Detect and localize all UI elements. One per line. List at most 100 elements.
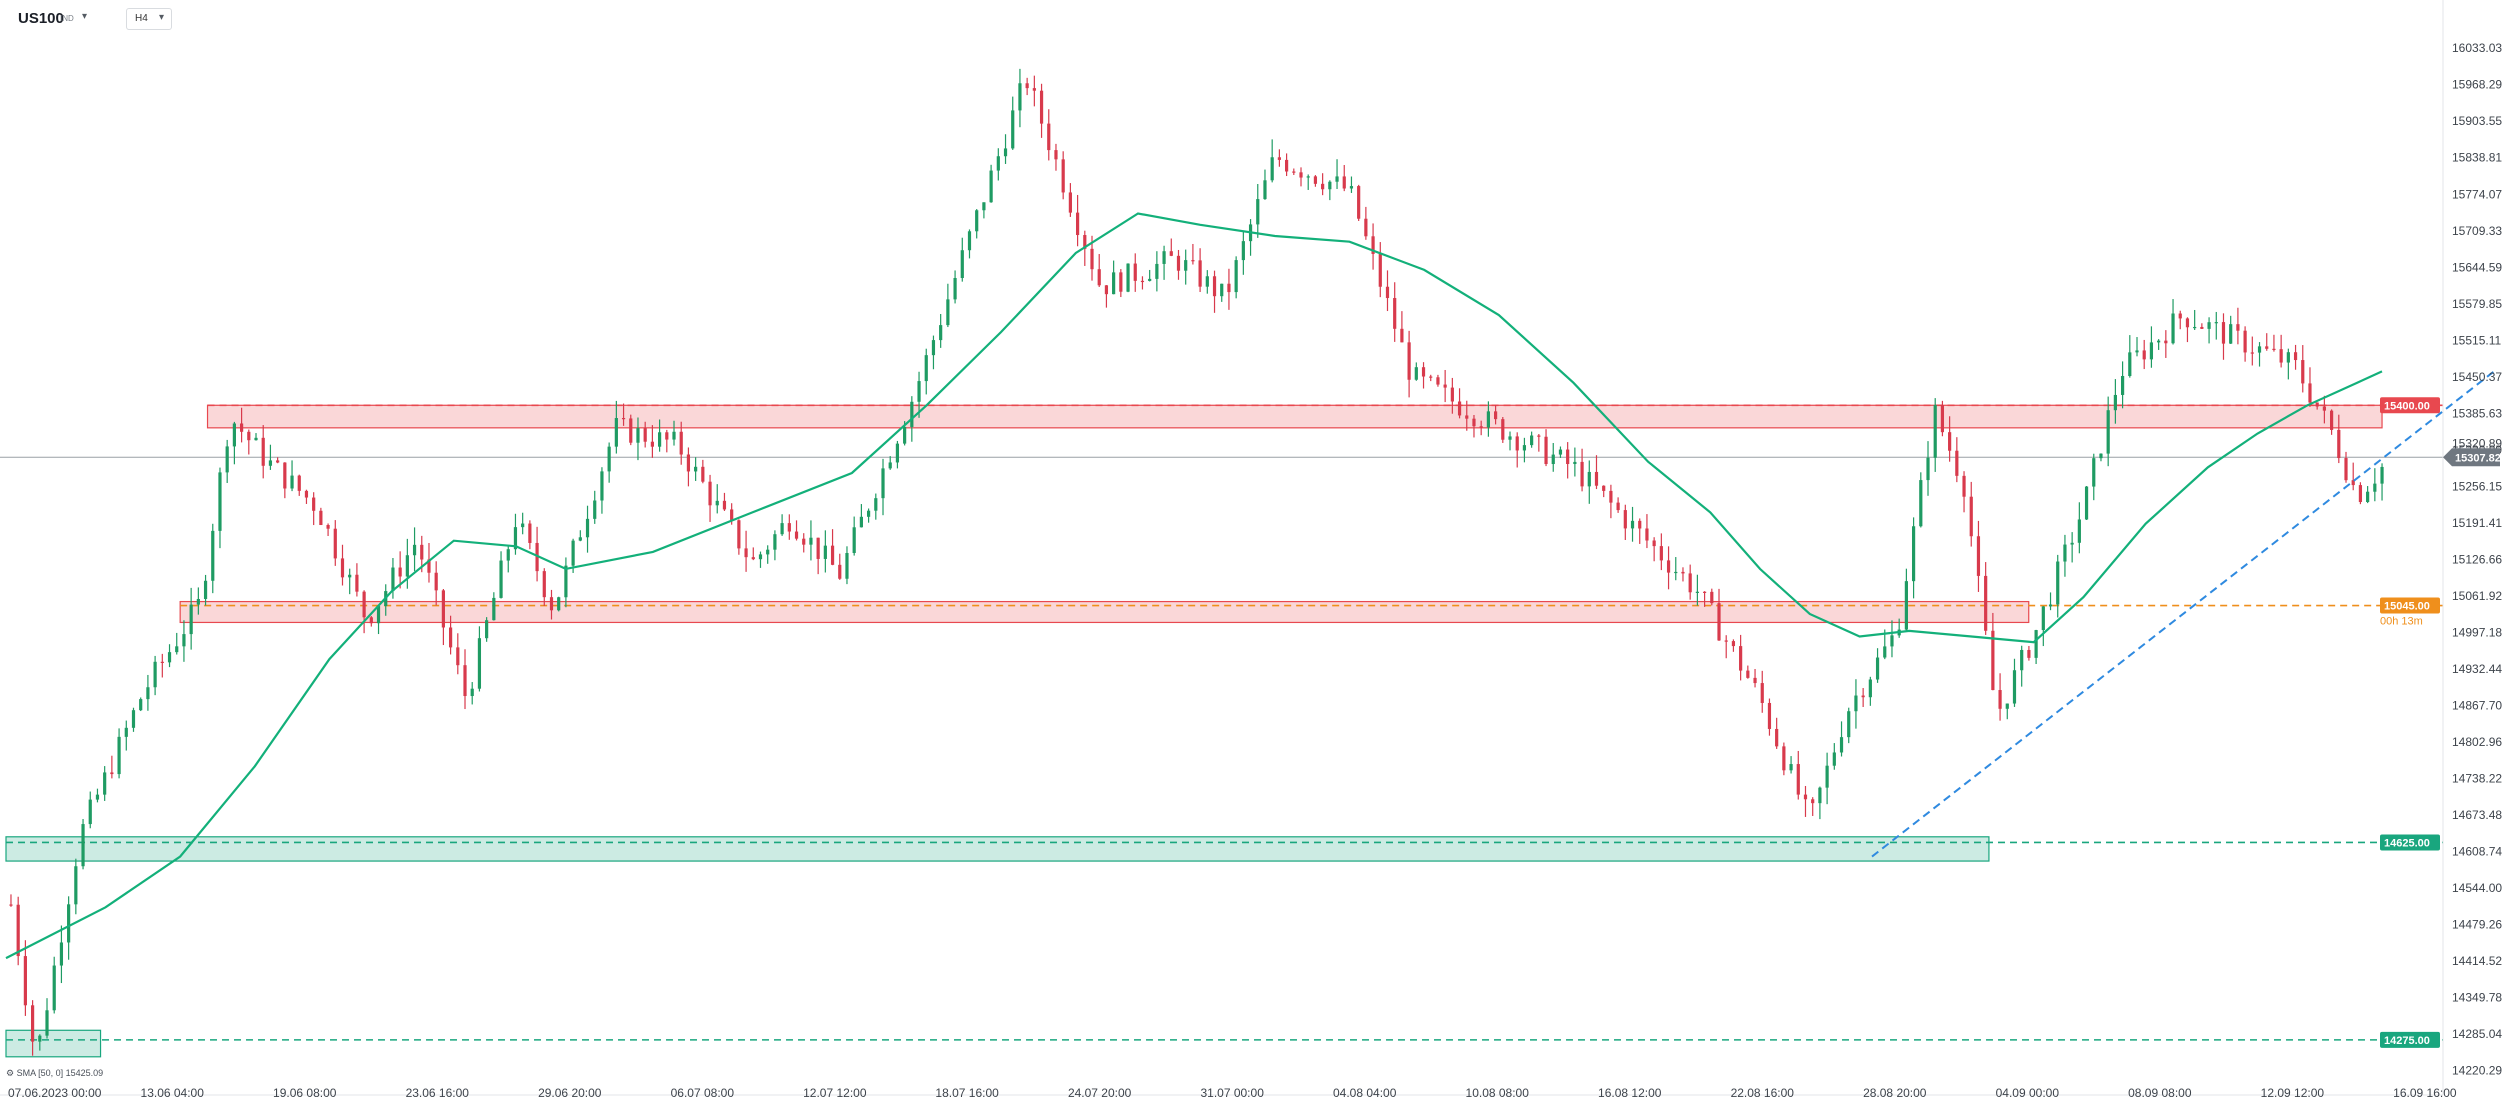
candle-body bbox=[1638, 520, 1642, 529]
candle-body bbox=[852, 527, 856, 553]
candle-body bbox=[794, 531, 799, 539]
y-tick-label: 15061.92 bbox=[2452, 589, 2502, 603]
candle-body bbox=[1825, 765, 1829, 788]
candle-body bbox=[88, 799, 92, 825]
candle-body bbox=[1148, 278, 1152, 281]
candle-body bbox=[2337, 429, 2341, 459]
candle-body bbox=[9, 904, 13, 906]
candle-body bbox=[506, 549, 510, 561]
candle-body bbox=[16, 904, 20, 957]
candle-body bbox=[2366, 491, 2370, 503]
x-tick-label: 19.06 08:00 bbox=[273, 1086, 337, 1100]
y-tick-label: 14608.74 bbox=[2452, 845, 2502, 859]
y-tick-label: 14802.96 bbox=[2452, 735, 2502, 749]
bar-countdown: 00h 13m bbox=[2380, 616, 2423, 628]
candle-body bbox=[866, 510, 871, 517]
candle-body bbox=[276, 460, 280, 463]
candle-body bbox=[1140, 280, 1145, 283]
x-tick-label: 29.06 20:00 bbox=[538, 1086, 602, 1100]
candle-body bbox=[1018, 83, 1022, 111]
y-tick-label: 14220.29 bbox=[2452, 1064, 2502, 1078]
candle-body bbox=[470, 688, 474, 697]
candle-body bbox=[456, 647, 460, 666]
candle-body bbox=[2243, 330, 2247, 353]
candle-body bbox=[2293, 352, 2298, 361]
candle-body bbox=[1263, 180, 1267, 200]
candle-body bbox=[1465, 415, 1469, 419]
candle-body bbox=[737, 520, 741, 549]
candle-body bbox=[787, 523, 791, 532]
current-price-label: 15307.82 bbox=[2455, 452, 2501, 464]
candle-body bbox=[2020, 649, 2024, 671]
candle-body bbox=[802, 538, 806, 545]
candle-body bbox=[1112, 272, 1116, 295]
x-tick-label: 18.07 16:00 bbox=[935, 1086, 999, 1100]
candle-body bbox=[2221, 322, 2226, 344]
x-tick-label: 22.08 16:00 bbox=[1731, 1086, 1795, 1100]
y-tick-label: 16033.03 bbox=[2452, 41, 2502, 55]
chevron-down-icon: ▾ bbox=[159, 12, 165, 23]
indicator-settings-icon[interactable]: ⚙ bbox=[6, 1068, 15, 1078]
candle-body bbox=[369, 617, 373, 624]
candle-body bbox=[103, 772, 107, 795]
indicator-legend[interactable]: ⚙ SMA [50, 0] 15425.09 bbox=[6, 1068, 103, 1079]
candle-body bbox=[59, 942, 64, 966]
candle-body bbox=[485, 620, 489, 639]
candle-body bbox=[2041, 606, 2045, 631]
candle-body bbox=[2113, 394, 2117, 411]
candle-body bbox=[975, 210, 979, 232]
x-tick-label: 04.09 00:00 bbox=[1996, 1086, 2060, 1100]
candle-body bbox=[585, 518, 590, 538]
candle-body bbox=[1854, 695, 1858, 712]
candle-body bbox=[23, 956, 27, 1006]
candle-body bbox=[254, 437, 258, 441]
candle-body bbox=[1501, 419, 1505, 440]
candle-body bbox=[1558, 449, 1563, 455]
candle-body bbox=[1537, 435, 1541, 437]
symbol-dropdown-icon[interactable]: ▾ bbox=[82, 11, 88, 22]
candle-body bbox=[1724, 640, 1728, 642]
candle-body bbox=[2193, 326, 2197, 329]
candle-body bbox=[1695, 591, 1699, 593]
candle-body bbox=[1883, 646, 1887, 658]
price-tags: 15400.00 15045.00 14625.00 14275.00 15307.82… bbox=[2380, 397, 2502, 1048]
candle-body bbox=[139, 699, 143, 711]
symbol-name[interactable]: US100 bbox=[18, 10, 64, 27]
candle-body bbox=[1032, 88, 1036, 91]
candle-body bbox=[686, 454, 691, 472]
candle-body bbox=[1472, 418, 1476, 427]
candles bbox=[9, 68, 2384, 1056]
candle-body bbox=[1393, 298, 1397, 329]
timeframe-select[interactable]: H4 ▾ bbox=[126, 8, 172, 30]
candle-body bbox=[175, 646, 179, 653]
candle-body bbox=[1400, 328, 1404, 343]
candle-body bbox=[996, 156, 1000, 171]
candle-body bbox=[895, 443, 900, 463]
candle-body bbox=[766, 549, 770, 555]
x-tick-label: 06.07 08:00 bbox=[671, 1086, 735, 1100]
candle-body bbox=[1184, 260, 1188, 271]
candle-body bbox=[2214, 322, 2218, 324]
candle-body bbox=[1753, 677, 1757, 684]
candle-body bbox=[1025, 83, 1029, 89]
level-tag-0 bbox=[2380, 397, 2440, 414]
candle-body bbox=[492, 597, 496, 621]
candle-body bbox=[629, 418, 633, 443]
candle-body bbox=[2063, 544, 2067, 562]
candle-body bbox=[665, 432, 669, 440]
candle-body bbox=[701, 466, 705, 482]
candle-body bbox=[874, 498, 878, 511]
candle-body bbox=[1515, 436, 1519, 451]
candle-body bbox=[1933, 405, 1937, 458]
candle-body bbox=[2272, 348, 2276, 351]
candle-body bbox=[427, 559, 431, 573]
candle-body bbox=[939, 325, 943, 341]
candle-body bbox=[2344, 458, 2348, 481]
candle-body bbox=[2265, 346, 2269, 349]
y-tick-label: 15774.07 bbox=[2452, 187, 2502, 201]
candle-body bbox=[679, 431, 683, 455]
candle-body bbox=[2027, 649, 2031, 658]
y-tick-label: 15385.63 bbox=[2452, 406, 2502, 420]
candle-body bbox=[1450, 387, 1454, 402]
